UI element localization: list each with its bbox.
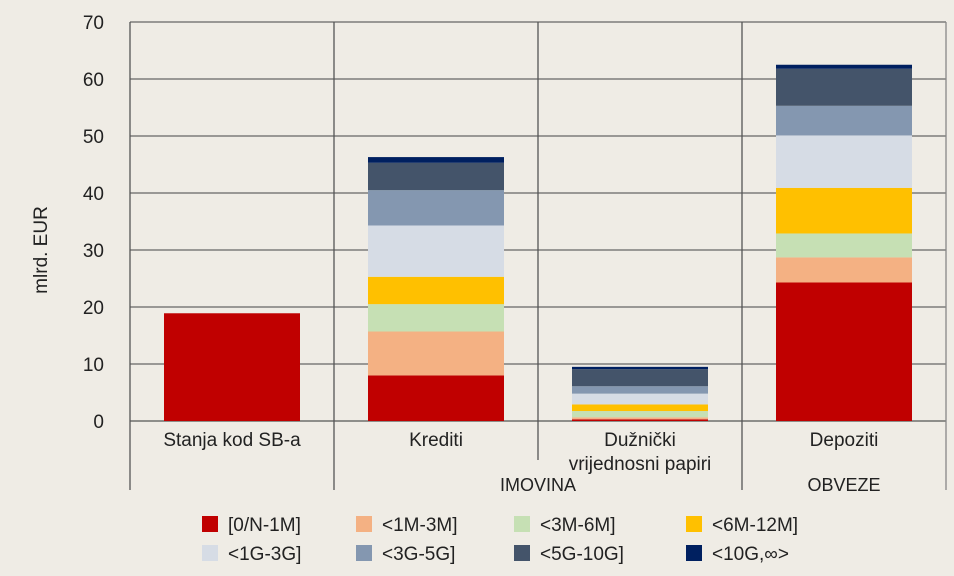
legend-swatch bbox=[514, 545, 530, 561]
legend-swatch bbox=[514, 516, 530, 532]
bar-segment bbox=[572, 393, 708, 405]
bar-segment bbox=[776, 282, 912, 421]
x-tick-label: Dužnički bbox=[604, 430, 676, 451]
y-tick-label: 20 bbox=[83, 298, 104, 319]
legend-label: <10G,∞> bbox=[712, 544, 789, 565]
bar-segment bbox=[776, 257, 912, 283]
y-tick-label: 30 bbox=[83, 241, 104, 262]
x-tick-label: Stanja kod SB-a bbox=[163, 430, 301, 451]
bar-segment bbox=[368, 225, 504, 277]
legend-swatch bbox=[356, 516, 372, 532]
bar-segment bbox=[572, 419, 708, 421]
legend-swatch bbox=[356, 545, 372, 561]
y-tick-label: 70 bbox=[83, 13, 104, 34]
x-tick-label: Krediti bbox=[409, 430, 463, 451]
bar-segment bbox=[776, 233, 912, 258]
bar-segment bbox=[776, 135, 912, 188]
y-tick-label: 10 bbox=[83, 355, 104, 376]
legend-swatch bbox=[202, 545, 218, 561]
x-tick-label: vrijednosni papiri bbox=[569, 454, 712, 475]
legend-label: <1G-3G] bbox=[228, 544, 301, 565]
legend-label: <6M-12M] bbox=[712, 515, 798, 536]
bar-segment bbox=[368, 331, 504, 376]
legend-label: <3G-5G] bbox=[382, 544, 455, 565]
legend-label: <5G-10G] bbox=[540, 544, 624, 565]
legend-label: [0/N-1M] bbox=[228, 515, 301, 536]
bar-segment bbox=[368, 375, 504, 421]
bar-segment bbox=[164, 313, 300, 421]
bar-segment bbox=[368, 157, 504, 163]
bar-segment bbox=[572, 369, 708, 387]
legend-label: <3M-6M] bbox=[540, 515, 616, 536]
y-tick-label: 0 bbox=[93, 412, 104, 433]
y-tick-label: 60 bbox=[83, 70, 104, 91]
group-label: OBVEZE bbox=[807, 475, 880, 495]
bar-segment bbox=[572, 417, 708, 420]
bar-segment bbox=[368, 304, 504, 332]
bar-segment bbox=[776, 187, 912, 234]
group-label: IMOVINA bbox=[500, 475, 576, 495]
bar-segment bbox=[368, 276, 504, 305]
bar-segment bbox=[368, 162, 504, 191]
bar-segment bbox=[776, 105, 912, 136]
bar-segment bbox=[572, 386, 708, 394]
legend-swatch bbox=[202, 516, 218, 532]
legend-label: <1M-3M] bbox=[382, 515, 458, 536]
bar-segment bbox=[572, 404, 708, 412]
y-tick-label: 50 bbox=[83, 127, 104, 148]
bar-segment bbox=[572, 411, 708, 418]
legend-swatch bbox=[686, 545, 702, 561]
y-tick-label: 40 bbox=[83, 184, 104, 205]
y-axis-label: mlrd. EUR bbox=[31, 206, 52, 294]
bar-segment bbox=[776, 64, 912, 69]
legend-swatch bbox=[686, 516, 702, 532]
bar-segment bbox=[572, 366, 708, 370]
bar-segment bbox=[776, 68, 912, 106]
x-tick-label: Depoziti bbox=[810, 430, 879, 451]
bar-segment bbox=[368, 190, 504, 226]
